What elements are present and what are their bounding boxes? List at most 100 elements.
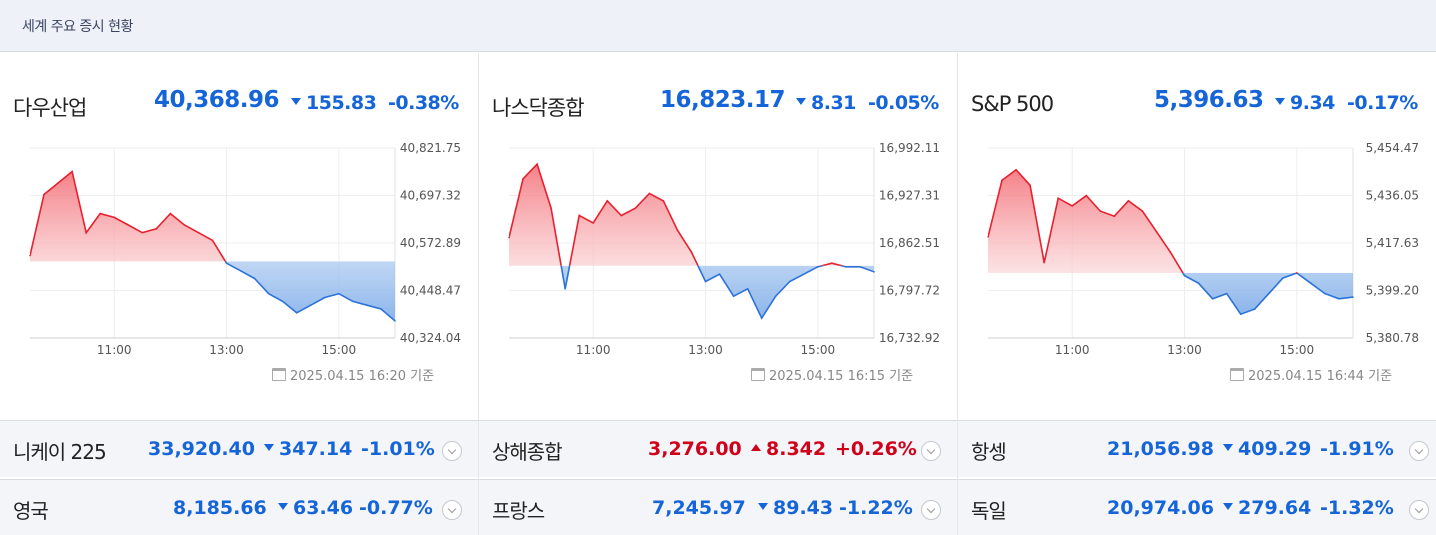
data-point (267, 292, 270, 295)
timestamp: 2025.04.15 16:15 기준 (751, 365, 913, 384)
x-tick-label: 11:00 (1055, 343, 1090, 357)
data-point (550, 207, 552, 209)
x-tick-label: 11:00 (97, 343, 132, 357)
market-cell-france[interactable]: 프랑스 7,245.97 89.43 -1.22% (479, 480, 957, 535)
market-cell-nikkei[interactable]: 니케이 225 33,920.40 347.14 -1.01% (0, 421, 478, 478)
chevron-down-icon[interactable] (1409, 500, 1429, 520)
market-value: 33,920.40 (148, 438, 255, 460)
market-cell-uk[interactable]: 영국 8,185.66 63.46 -0.77% (0, 480, 478, 535)
data-point (1253, 308, 1256, 310)
data-point (803, 273, 805, 275)
section-header: 세계 주요 증시 현황 (0, 0, 1436, 52)
data-point (578, 214, 580, 217)
data-point (295, 312, 298, 314)
data-point (1225, 292, 1228, 295)
market-cell-shanghai[interactable]: 상해종합 3,276.00 8.342 +0.26% (479, 421, 957, 478)
data-point (281, 300, 284, 303)
y-tick-label: 40,448.47 (400, 283, 461, 297)
data-point (225, 262, 228, 264)
chevron-down-icon[interactable] (442, 500, 462, 520)
y-tick-label: 5,436.05 (1366, 188, 1419, 202)
index-change: 8.31 (796, 92, 856, 114)
data-point (1127, 199, 1130, 202)
data-point (71, 170, 73, 173)
data-point (1015, 169, 1017, 171)
data-point (746, 288, 749, 290)
market-rate: -1.91% (1320, 438, 1394, 460)
data-point (1057, 197, 1059, 200)
data-point (1085, 194, 1088, 197)
area-below-baseline (561, 265, 874, 319)
data-point (1197, 282, 1200, 285)
timestamp: 2025.04.15 16:44 기준 (1230, 365, 1392, 384)
data-point (1324, 292, 1326, 295)
market-change: 89.43 (758, 497, 833, 519)
y-tick-label: 5,399.20 (1366, 284, 1419, 298)
data-point (1211, 297, 1214, 300)
series-line-down (224, 261, 395, 322)
data-point (309, 304, 312, 306)
market-change: 409.29 (1223, 438, 1311, 460)
data-point (1071, 205, 1074, 207)
index-panel-dow[interactable]: 다우산업 40,368.96 155.83 -0.38% 40,821.75 40… (0, 53, 478, 420)
data-point (1155, 230, 1158, 233)
index-panel-nasdaq[interactable]: 나스닥종합 16,823.17 8.31 -0.05% 16,992.11 16,… (479, 53, 957, 420)
data-point (1099, 210, 1102, 212)
data-point (508, 236, 510, 239)
chevron-down-icon[interactable] (921, 500, 941, 520)
market-value: 20,974.06 (1107, 497, 1214, 519)
market-rate: -1.32% (1320, 497, 1394, 519)
x-tick-label: 11:00 (576, 343, 611, 357)
market-cell-germany[interactable]: 독일 20,974.06 279.64 -1.32% (958, 480, 1436, 535)
data-point (394, 320, 396, 322)
data-point (536, 163, 538, 166)
data-point (169, 212, 172, 215)
data-point (1267, 292, 1270, 295)
data-point (239, 270, 242, 272)
market-name: 독일 (971, 499, 1007, 523)
down-triangle-icon (796, 98, 806, 105)
index-rate: -0.38% (388, 92, 459, 114)
y-tick-label: 5,417.63 (1366, 236, 1419, 250)
down-triangle-icon (758, 503, 768, 510)
data-point (732, 295, 735, 297)
data-point (1113, 215, 1116, 218)
market-row: 니케이 225 33,920.40 347.14 -1.01% 상해종합 3,2… (0, 420, 1436, 477)
y-tick-label: 16,797.72 (879, 283, 940, 297)
y-tick-label: 5,380.78 (1366, 331, 1419, 345)
index-panel-sp500[interactable]: S&P 500 5,396.63 9.34 -0.17% 5,454.47 5,4… (958, 53, 1436, 420)
x-tick-label: 13:00 (688, 343, 723, 357)
data-point (99, 212, 101, 215)
index-name: 다우산업 (13, 96, 87, 120)
down-triangle-icon (1275, 98, 1285, 105)
chevron-down-icon[interactable] (1409, 441, 1429, 461)
data-point (1352, 296, 1354, 298)
intraday-chart: 5,454.47 5,436.05 5,417.63 5,399.20 5,380.78… (987, 141, 1419, 357)
data-point (648, 192, 651, 195)
chevron-down-icon[interactable] (442, 441, 462, 461)
y-tick-label: 16,992.11 (879, 141, 940, 155)
calendar-icon (751, 368, 765, 381)
market-row: 영국 8,185.66 63.46 -0.77% 프랑스 7,245.97 89… (0, 479, 1436, 535)
data-point (211, 239, 214, 242)
data-point (676, 229, 679, 231)
y-tick-label: 40,697.32 (400, 189, 461, 203)
chevron-down-icon[interactable] (921, 441, 941, 461)
market-name: 프랑스 (492, 499, 545, 523)
market-value: 21,056.98 (1107, 438, 1214, 460)
data-point (57, 182, 59, 184)
area-above-baseline (988, 169, 1297, 274)
y-tick-label: 40,821.75 (400, 141, 461, 155)
series-line-down (1182, 273, 1353, 316)
area-above-baseline (509, 164, 874, 266)
y-tick-label: 40,324.04 (400, 331, 461, 345)
x-tick-label: 15:00 (322, 343, 357, 357)
data-point (606, 200, 609, 202)
x-tick-label: 13:00 (209, 343, 244, 357)
data-point (859, 266, 861, 268)
market-change: 8.342 (751, 438, 826, 460)
market-cell-hangseng[interactable]: 항셍 21,056.98 409.29 -1.91% (958, 421, 1436, 478)
market-change: 279.64 (1223, 497, 1311, 519)
data-point (1338, 297, 1340, 300)
market-name: 니케이 225 (13, 440, 107, 464)
